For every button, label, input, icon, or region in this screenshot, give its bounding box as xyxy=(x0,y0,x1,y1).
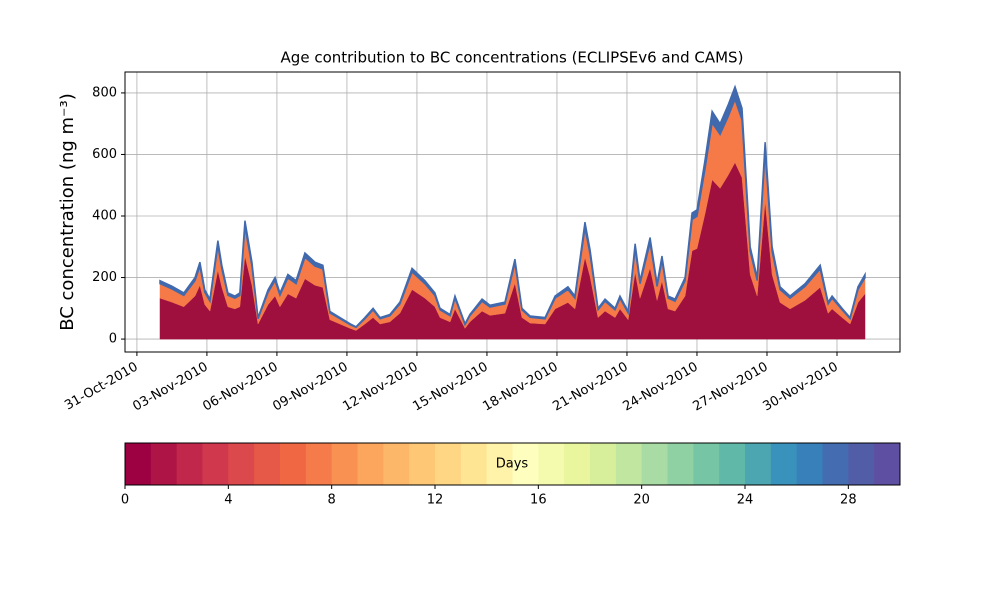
x-tick-label: 30-Nov-2010 xyxy=(760,360,840,415)
y-axis-label: BC concentration (ng m⁻³) xyxy=(57,93,78,331)
colorbar-swatch xyxy=(796,443,823,485)
x-tick-label: 03-Nov-2010 xyxy=(130,360,210,415)
colorbar-swatch xyxy=(745,443,772,485)
colorbar-swatch xyxy=(615,443,643,485)
colorbar-swatch xyxy=(590,443,617,485)
y-tick-label: 600 xyxy=(92,147,117,162)
colorbar-swatch xyxy=(280,443,307,485)
colorbar-tick-label: 28 xyxy=(840,493,857,508)
colorbar-swatch xyxy=(331,443,358,485)
colorbar-tick-label: 12 xyxy=(427,493,444,508)
colorbar-tick-label: 0 xyxy=(121,493,129,508)
colorbar-swatch xyxy=(228,443,255,485)
colorbar-swatch xyxy=(693,443,720,485)
x-tick-label: 15-Nov-2010 xyxy=(410,360,490,415)
colorbar-swatch xyxy=(667,443,694,485)
x-tick-label: 06-Nov-2010 xyxy=(200,360,280,415)
colorbar-swatch xyxy=(125,443,152,485)
x-tick-label: 24-Nov-2010 xyxy=(620,360,700,415)
plot-frame xyxy=(124,71,901,353)
colorbar-swatch xyxy=(874,443,901,485)
y-tick-label: 0 xyxy=(109,332,117,347)
x-tick-label: 21-Nov-2010 xyxy=(550,360,630,415)
colorbar-tick-label: 16 xyxy=(530,493,547,508)
colorbar-tick-label: 4 xyxy=(224,493,232,508)
area-layer xyxy=(159,84,866,329)
colorbar-swatch xyxy=(486,443,513,485)
colorbar-tick-label: 8 xyxy=(328,493,336,508)
colorbar-swatch xyxy=(512,443,539,485)
colorbar-swatch xyxy=(848,443,875,485)
colorbar-frame xyxy=(124,442,901,486)
x-tick-label: 09-Nov-2010 xyxy=(270,360,350,415)
colorbar-swatch xyxy=(538,443,565,485)
x-tick-label: 12-Nov-2010 xyxy=(340,360,420,415)
colorbar-swatch xyxy=(254,443,281,485)
x-tick-label: 31-Oct-2010 xyxy=(62,360,140,414)
colorbar-swatch xyxy=(564,443,591,485)
y-tick-label: 400 xyxy=(92,209,117,224)
x-tick-label: 18-Nov-2010 xyxy=(480,360,560,415)
colorbar-swatch xyxy=(176,443,203,485)
chart-title: Age contribution to BC concentrations (E… xyxy=(281,49,744,67)
colorbar-swatch xyxy=(305,443,333,485)
colorbar-label: Days xyxy=(496,457,529,472)
x-tick-label: 27-Nov-2010 xyxy=(690,360,770,415)
colorbar-swatch xyxy=(357,443,384,485)
colorbar-swatch xyxy=(409,443,436,485)
colorbar-swatch xyxy=(770,443,798,485)
colorbar-swatch xyxy=(150,443,178,485)
colorbar-swatch xyxy=(460,443,488,485)
colorbar-swatch xyxy=(641,443,668,485)
colorbar-tick-label: 24 xyxy=(737,493,754,508)
colorbar-swatch xyxy=(202,443,229,485)
colorbar-swatch xyxy=(822,443,849,485)
colorbar-tick-label: 20 xyxy=(633,493,650,508)
colorbar-swatch xyxy=(435,443,462,485)
y-tick-label: 200 xyxy=(92,270,117,285)
y-tick-label: 800 xyxy=(92,85,117,100)
colorbar-swatch xyxy=(719,443,746,485)
colorbar-swatch xyxy=(383,443,410,485)
